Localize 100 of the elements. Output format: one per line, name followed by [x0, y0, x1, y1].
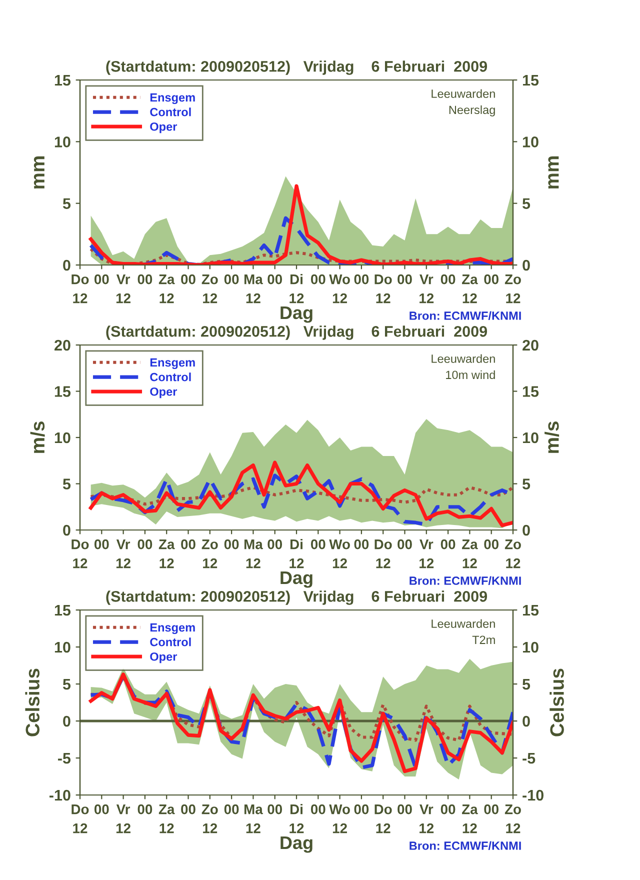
- x-tick-label: Wo 12: [329, 274, 350, 304]
- x-tick-label: Za 12: [158, 540, 175, 568]
- x-tick-label: 00: [138, 804, 152, 814]
- x-tick-label: 00: [440, 274, 456, 284]
- x-tick-label: 00: [440, 539, 456, 550]
- legend-label: Ensgem: [150, 623, 195, 634]
- x-tick-label: Zo 12: [202, 804, 218, 834]
- chart-title: (Startdatum: 2009020512) Vrijdag 6 Februari 2009: [106, 590, 488, 605]
- x-tick-label: Di 12: [290, 539, 304, 568]
- x-tick-label: Di 12: [290, 804, 304, 834]
- x-tick-label: 00: [181, 539, 196, 550]
- legend-label: Control: [150, 108, 191, 116]
- x-tick-label: Za 12: [462, 804, 478, 834]
- x-tick-label: 00: [310, 539, 326, 550]
- y-tick-label: 15: [54, 605, 71, 616]
- x-tick-label: 00: [138, 539, 152, 550]
- y2-tick-label: 0: [522, 524, 530, 536]
- x-tick-label: Do 12: [72, 804, 89, 834]
- y-axis-title: mm: [34, 156, 44, 189]
- x-tick-label: Wo 12: [329, 804, 350, 834]
- y2-tick-label: 15: [522, 386, 539, 397]
- y-tick-label: 5: [62, 198, 71, 210]
- x-tick-label: Wo 12: [329, 540, 350, 568]
- x-tick-label: Do 12: [374, 540, 392, 568]
- x-tick-label: 00: [268, 539, 282, 550]
- x-tick-label: 00: [484, 539, 499, 550]
- y-tick-label: -5: [58, 753, 71, 764]
- x-axis-title: Dag: [280, 836, 312, 853]
- y2-tick-label: 5: [522, 478, 530, 490]
- annotation: Leeuwarden Neerslag: [432, 89, 495, 116]
- text: Bron: ECMWF/KNMI: [410, 841, 521, 850]
- x-tick-label: Ma 12: [244, 804, 263, 834]
- legend-label: Ensgem: [150, 358, 195, 370]
- x-tick-label: 00: [181, 274, 196, 284]
- x-tick-label: Vr 12: [116, 540, 130, 568]
- x-tick-label: Zo 12: [202, 274, 218, 304]
- x-tick-label: Za 12: [158, 804, 175, 834]
- chart-title: (Startdatum: 2009020512) Vrijdag 6 Februari 2009: [106, 60, 488, 75]
- y-tick-label: 10: [54, 136, 70, 148]
- x-tick-label: 00: [398, 539, 412, 550]
- x-tick-label: 00: [138, 274, 152, 284]
- x-tick-label: Zo 12: [504, 540, 521, 568]
- x-tick-label: Za 12: [158, 274, 175, 304]
- legend-label: Oper: [150, 652, 178, 664]
- y2-tick-label: 10: [522, 136, 538, 148]
- x-tick-label: Ma 12: [244, 540, 263, 568]
- y2-tick-label: 0: [522, 260, 530, 271]
- x-tick-label: 00: [224, 539, 239, 550]
- x-axis-title: Dag: [280, 306, 312, 323]
- text: Bron: ECMWF/KNMI: [410, 576, 521, 586]
- x-tick-label: 00: [224, 274, 239, 284]
- y-tick-label: 10: [54, 432, 70, 444]
- x-tick-label: 00: [398, 274, 412, 284]
- text: Bron: ECMWF/KNMI: [410, 311, 521, 320]
- x-tick-label: 00: [181, 804, 196, 814]
- legend-label: Oper: [150, 387, 178, 398]
- chart-title: (Startdatum: 2009020512) Vrijdag 6 Februari 2009: [106, 326, 488, 340]
- y2-tick-label: -5: [522, 753, 536, 764]
- x-tick-label: 00: [310, 274, 326, 284]
- y2-axis-title: mm: [548, 156, 559, 189]
- x-tick-label: Ma 12: [244, 274, 263, 304]
- y-tick-label: 5: [62, 679, 71, 690]
- x-tick-label: 00: [94, 804, 109, 814]
- y-tick-label: 15: [54, 75, 71, 86]
- x-tick-label: Vr 12: [420, 804, 434, 834]
- x-tick-label: 00: [310, 804, 326, 814]
- y-tick-label: 0: [63, 716, 70, 727]
- x-tick-label: 00: [268, 274, 282, 284]
- x-tick-label: 00: [354, 274, 369, 284]
- y-axis-title: Celsius: [25, 668, 40, 736]
- x-tick-label: 00: [354, 804, 369, 814]
- y-tick-label: -10: [49, 790, 70, 801]
- y-tick-label: 20: [54, 340, 70, 351]
- x-tick-label: Di 12: [290, 274, 304, 304]
- x-tick-label: Do 12: [374, 804, 392, 834]
- x-tick-label: Vr 12: [420, 274, 434, 304]
- x-tick-label: Zo 12: [202, 540, 218, 568]
- x-tick-label: 00: [94, 539, 109, 550]
- x-tick-label: 00: [354, 539, 369, 550]
- legend-label: Control: [150, 638, 191, 646]
- x-tick-label: 00: [224, 804, 239, 814]
- x-tick-label: Za 12: [462, 274, 478, 304]
- y2-tick-label: 10: [522, 432, 538, 444]
- x-tick-label: Vr 12: [116, 274, 130, 304]
- x-tick-label: Zo 12: [504, 804, 521, 834]
- y2-axis-title: m/s: [544, 422, 560, 453]
- y2-tick-label: 5: [522, 679, 530, 690]
- x-tick-label: 00: [440, 804, 456, 814]
- y-tick-label: 10: [54, 642, 70, 653]
- x-tick-label: Do 12: [72, 540, 89, 568]
- x-axis-title: Dag: [280, 572, 312, 588]
- x-tick-label: Vr 12: [116, 804, 130, 834]
- y-tick-label: 15: [54, 386, 71, 397]
- line-series: [89, 486, 513, 506]
- legend-label: Oper: [150, 122, 178, 134]
- x-tick-label: Do 12: [72, 274, 89, 304]
- line-series: [89, 460, 513, 528]
- annotation: Leeuwarden 10m wind: [432, 354, 495, 380]
- y2-tick-label: 10: [522, 642, 538, 653]
- x-tick-label: 00: [398, 804, 412, 814]
